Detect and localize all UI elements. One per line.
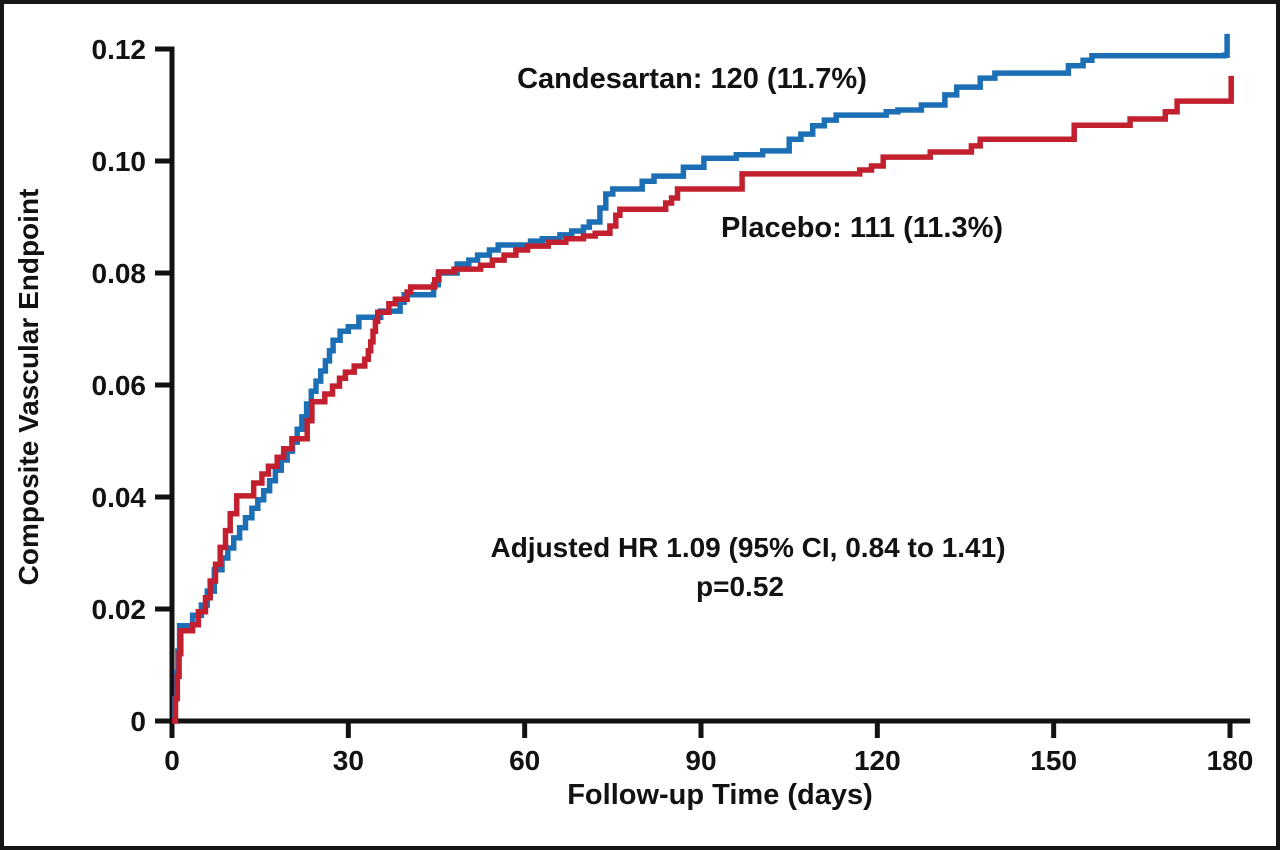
placebo-curve	[172, 75, 1234, 724]
x-axis-title: Follow-up Time (days)	[567, 779, 873, 811]
x-tick-label: 90	[685, 745, 716, 776]
y-tick-label: 0.10	[92, 146, 147, 177]
curves-layer	[172, 33, 1234, 724]
placebo-series-label: Placebo: 111 (11.3%)	[721, 212, 1003, 244]
axes-layer: 0 0.02 0.04 0.06 0.08 0.10 0.12 0 30 60 90 120 150 18…	[92, 34, 1254, 776]
y-tick-label: 0.06	[92, 370, 147, 401]
x-tick-label: 0	[164, 745, 180, 776]
y-tick-label: 0.08	[92, 258, 147, 289]
y-tick-label: 0.04	[92, 482, 147, 513]
x-tick-label: 30	[333, 745, 364, 776]
y-tick-label: 0	[130, 706, 146, 737]
x-tick-label: 60	[509, 745, 540, 776]
y-tick-label: 0.12	[92, 34, 147, 65]
candesartan-series-label: Candesartan: 120 (11.7%)	[517, 63, 867, 95]
p-value-annotation: p=0.52	[696, 571, 784, 602]
x-tick-label: 180	[1207, 745, 1254, 776]
x-tick-label: 150	[1030, 745, 1077, 776]
y-tick-label: 0.02	[92, 594, 147, 625]
hr-annotation: Adjusted HR 1.09 (95% CI, 0.84 to 1.41)	[490, 532, 1005, 563]
candesartan-curve	[172, 33, 1230, 724]
y-axis-title: Composite Vascular Endpoint	[13, 189, 44, 586]
km-chart: 0 0.02 0.04 0.06 0.08 0.10 0.12 0 30 60 90 120 150 18…	[13, 33, 1254, 811]
x-tick-label: 120	[854, 745, 901, 776]
